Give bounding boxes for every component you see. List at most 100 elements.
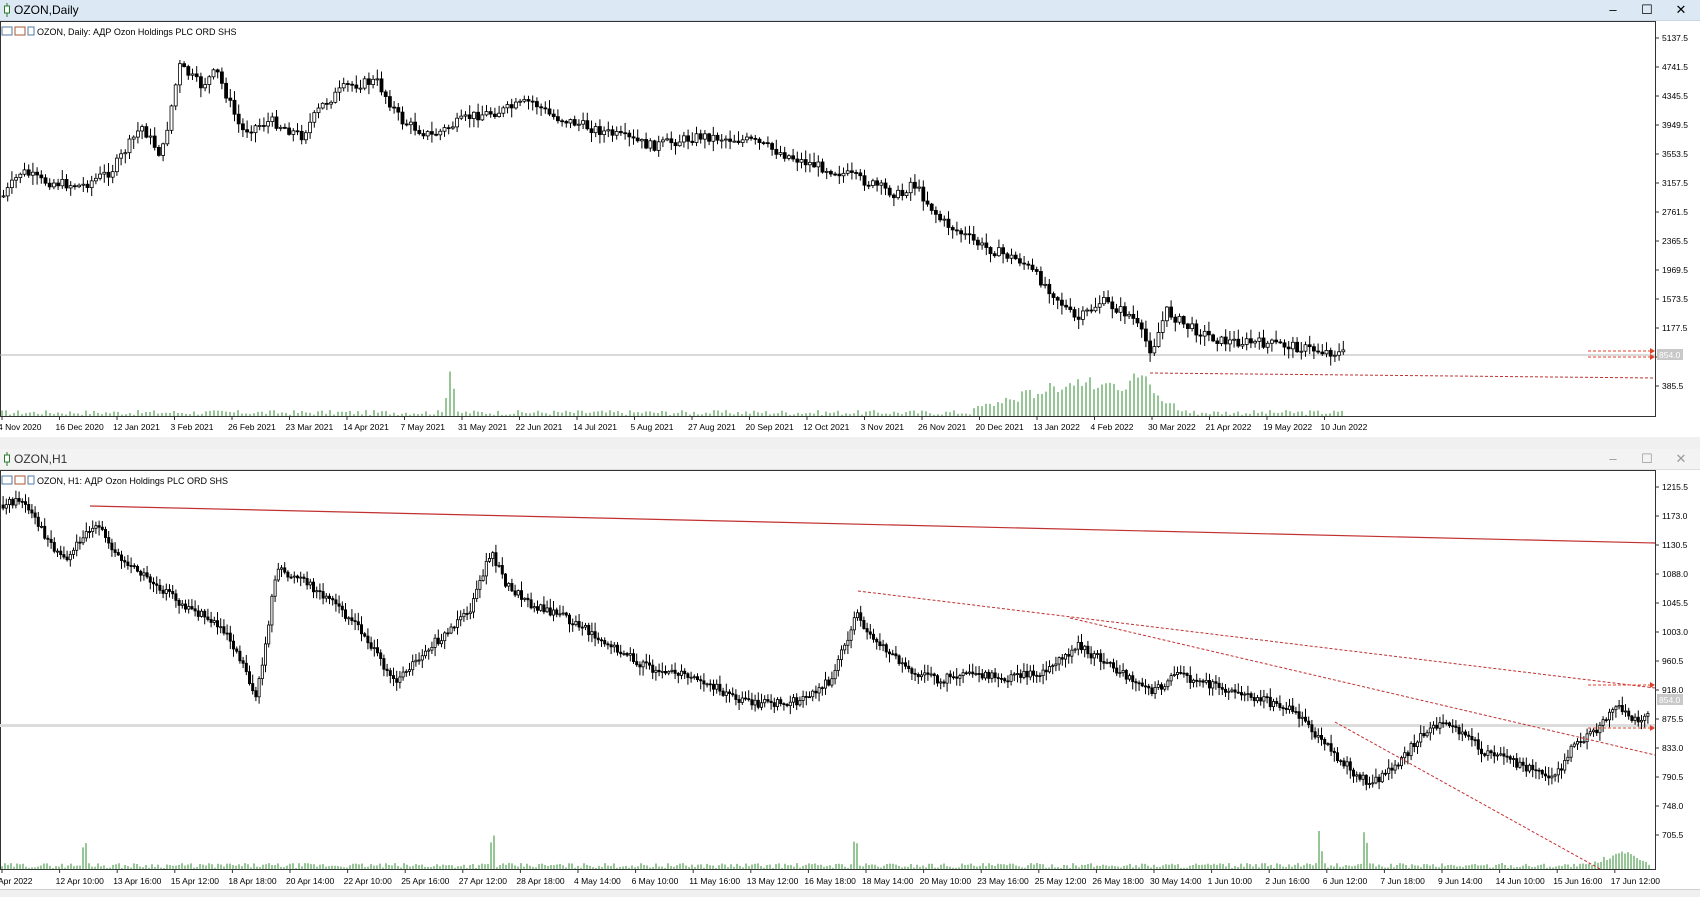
candle-body [1620,705,1624,713]
candle-body [379,78,384,93]
candle-body [1268,696,1272,708]
candle-body [812,162,816,168]
candle-body [862,175,867,186]
candle-body [1299,350,1304,353]
candle-body [673,669,677,674]
candle-body [1412,743,1416,748]
candle-body [1003,678,1007,682]
candle-body [222,626,226,634]
candle-body [299,576,303,579]
arrow-icon [1650,725,1655,731]
candle-body [1384,772,1388,775]
candle-body [1240,344,1245,347]
candle-body [692,676,696,679]
candle-body [324,102,329,105]
candle-body [1249,693,1253,698]
candle-body [750,699,754,706]
candle-body [1352,769,1356,777]
candle-body [1470,736,1474,741]
candle-body [1598,724,1602,734]
candle-body [778,152,783,155]
candle-body [829,171,833,175]
candle-body [129,565,133,567]
x-tick-label: 6 Jun 12:00 [1323,876,1368,886]
x-tick-label: 23 Mar 2021 [286,422,334,432]
candle-body [1416,741,1420,748]
candle-body [123,152,128,155]
candle-body [247,671,251,684]
candle-body [203,610,207,618]
candle-body [411,661,415,671]
candle-body [1102,297,1106,305]
candle-body [494,552,498,566]
candle-body [1106,297,1110,303]
candle-body [1131,313,1136,319]
candle-body [49,538,53,543]
candle-body [279,567,283,570]
candle-body [106,171,111,178]
candle-body [148,135,153,138]
candle-body [1194,323,1199,336]
candle-body [926,672,930,675]
candle-body [1232,338,1236,341]
candle-body [241,660,245,664]
candle-body [1076,316,1081,320]
candle-body [433,637,437,648]
template-icon [27,26,35,36]
candle-body [724,138,728,141]
candle-body [1223,336,1228,345]
candle-body [1304,716,1308,722]
x-tick-label: 14 Jun 10:00 [1496,876,1545,886]
minimize-button[interactable]: – [1609,2,1617,17]
candle-body [680,670,684,676]
window-titlebar[interactable]: OZON,Daily – ☐ ✕ [0,0,1700,21]
candle-body [916,674,920,678]
candle-body [1176,672,1180,675]
candle-body [917,186,921,189]
candle-body [1228,339,1232,345]
candle-body [974,673,978,675]
candle-body [1496,754,1500,757]
candle-body [522,99,527,102]
candle-body [585,120,590,130]
h1-price-chart[interactable]: OZON, H1: АДР Ozon Holdings PLC ORD SHS 1… [0,470,1700,889]
candle-body [211,69,216,78]
candle-body [501,107,506,114]
candle-body [968,671,972,674]
window-titlebar[interactable]: OZON,H1 – ☐ ✕ [0,449,1700,470]
candle-body [388,670,392,676]
candle-body [145,572,149,578]
candle-body [536,606,540,611]
candle-body [1115,667,1119,674]
candle-body [945,673,949,684]
maximize-button[interactable]: ☐ [1641,451,1653,466]
candle-body [369,642,373,649]
candle-body [329,101,334,105]
daily-price-chart[interactable]: OZON, Daily: АДР Ozon Holdings PLC ORD S… [0,21,1700,437]
candle-body [340,605,344,611]
candle-body [539,604,543,611]
candle-body [7,498,11,506]
candle-body [1207,330,1211,336]
candle-body [1198,334,1203,337]
maximize-button[interactable]: ☐ [1641,2,1653,17]
close-button[interactable]: ✕ [1675,2,1687,17]
x-tick-label: 12 Jan 2021 [113,422,160,432]
candle-body [94,177,98,182]
candle-body [78,541,82,544]
close-button[interactable]: ✕ [1675,451,1687,466]
minimize-button[interactable]: – [1609,451,1617,466]
candle-body [820,687,824,690]
current-price-band [0,724,1655,727]
candle-body [274,116,279,129]
candle-body [509,104,514,109]
candle-body [1553,774,1557,777]
candle-body [1240,692,1244,696]
candle-body [737,699,741,703]
candle-body [1286,346,1291,350]
support-trend-line [1149,372,1656,379]
candle-body [327,595,331,599]
candle-body [77,184,81,188]
candle-body [740,697,744,703]
candle-body [487,558,491,562]
